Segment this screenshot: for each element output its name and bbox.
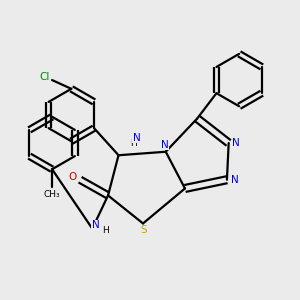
Text: N: N [92, 220, 100, 230]
Text: Cl: Cl [39, 72, 50, 82]
Text: N: N [232, 138, 240, 148]
Text: N: N [161, 140, 169, 150]
Text: H: H [102, 226, 109, 235]
Text: N: N [133, 133, 141, 143]
Text: S: S [140, 225, 147, 236]
Text: O: O [68, 172, 76, 182]
Text: N: N [231, 175, 239, 185]
Text: H: H [130, 139, 137, 148]
Text: CH₃: CH₃ [44, 190, 60, 199]
